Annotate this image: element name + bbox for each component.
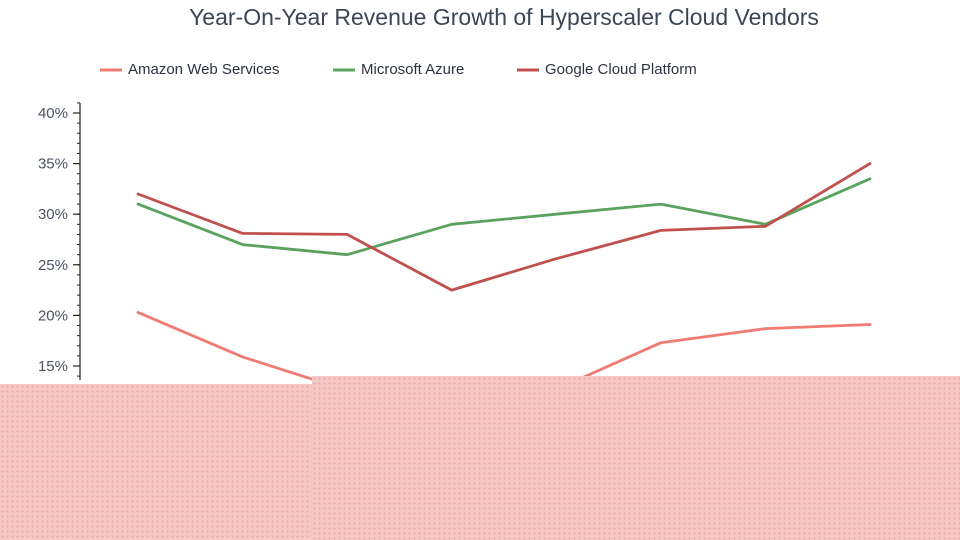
- legend: Amazon Web Services Microsoft Azure Google…: [100, 61, 697, 78]
- y-tick-label: 35%: [38, 156, 68, 173]
- data-point: [241, 355, 244, 359]
- data-point: [868, 323, 872, 326]
- series-line: [136, 162, 872, 292]
- data-point: [659, 341, 663, 344]
- data-point: [764, 327, 767, 330]
- series-line: [136, 177, 872, 257]
- data-point: [136, 202, 140, 206]
- data-point: [345, 233, 349, 236]
- y-tick-label: 20%: [38, 307, 68, 324]
- data-point: [555, 213, 558, 216]
- data-point: [659, 229, 663, 232]
- overlay-panel-right: [312, 376, 960, 540]
- data-point: [241, 232, 244, 235]
- data-point: [136, 311, 140, 314]
- y-tick-label: 40%: [38, 105, 68, 122]
- legend-label: Google Cloud Platform: [545, 61, 697, 78]
- series-layer: [136, 162, 872, 392]
- data-point: [659, 202, 663, 206]
- data-point: [241, 243, 244, 246]
- data-point: [868, 177, 872, 180]
- legend-label: Microsoft Azure: [361, 61, 464, 78]
- legend-item: Amazon Web Services: [100, 61, 279, 78]
- data-point: [450, 223, 453, 226]
- y-tick-label: 25%: [38, 257, 68, 274]
- data-point: [136, 192, 140, 196]
- legend-item: Microsoft Azure: [333, 61, 464, 78]
- data-point: [450, 288, 453, 292]
- data-point: [555, 257, 558, 260]
- legend-item: Google Cloud Platform: [517, 61, 697, 78]
- chart-title: Year-On-Year Revenue Growth of Hyperscal…: [189, 4, 819, 30]
- data-point: [764, 225, 767, 228]
- data-point: [868, 162, 872, 165]
- data-point: [345, 253, 349, 256]
- y-axis: 15% 20% 25% 30% 35% 40%: [38, 102, 81, 380]
- legend-label: Amazon Web Services: [128, 61, 279, 78]
- overlay-panel-left: [0, 384, 314, 540]
- y-tick-label: 30%: [38, 206, 68, 223]
- y-tick-label: 15%: [38, 358, 68, 375]
